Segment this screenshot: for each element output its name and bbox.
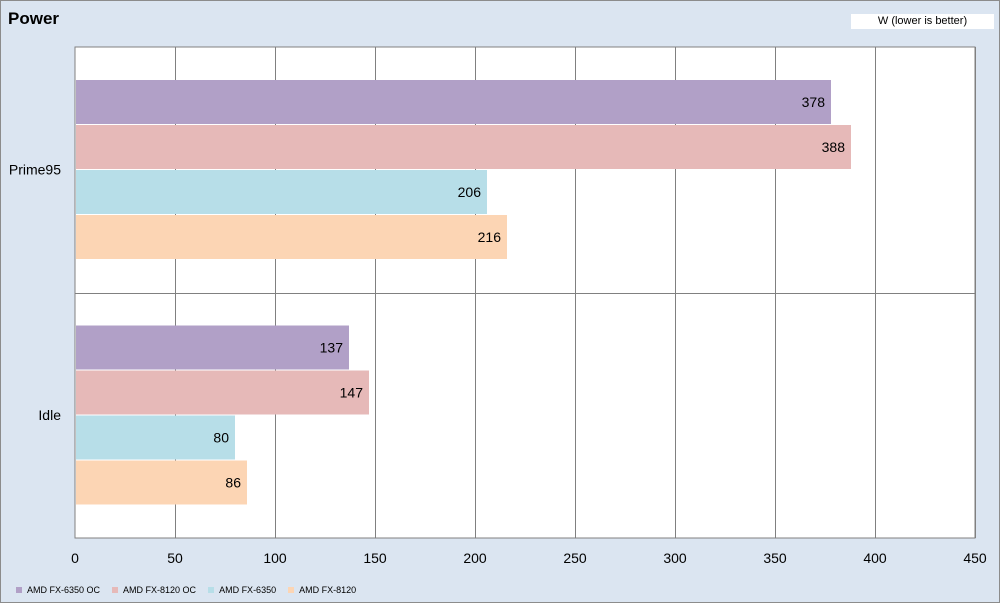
legend-item: AMD FX-6350 — [208, 585, 276, 595]
data-label: 206 — [458, 184, 482, 200]
legend-item: AMD FX-8120 OC — [112, 585, 196, 595]
x-tick-label: 250 — [563, 550, 587, 566]
bar-idle-amd-fx-6350 — [76, 415, 235, 460]
data-label: 80 — [213, 430, 229, 446]
data-label: 378 — [802, 94, 826, 110]
legend-swatch — [112, 587, 119, 593]
bar-prime95-amd-fx-6350-oc — [76, 80, 831, 124]
legend-swatch — [288, 587, 295, 593]
x-tick-label: 150 — [363, 550, 387, 566]
bar-prime95-amd-fx-8120-oc — [76, 125, 851, 169]
legend-item: AMD FX-6350 OC — [16, 585, 100, 595]
x-tick-label: 200 — [463, 550, 487, 566]
legend-swatch — [16, 587, 22, 593]
legend-label: AMD FX-8120 OC — [123, 585, 197, 595]
legend-label: AMD FX-6350 OC — [27, 585, 101, 595]
bar-prime95-amd-fx-6350 — [76, 170, 487, 214]
legend-swatch — [208, 587, 215, 593]
legend-label: AMD FX-6350 — [219, 585, 277, 595]
data-label: 147 — [340, 385, 364, 401]
chart-legend: AMD FX-6350 OC AMD FX-8120 OC AMD FX-6350 A… — [16, 583, 368, 597]
x-tick-label: 350 — [763, 550, 787, 566]
x-tick-label: 0 — [71, 550, 79, 566]
legend-item: AMD FX-8120 — [288, 585, 356, 595]
bar-idle-amd-fx-6350-oc — [76, 325, 349, 370]
category-label: Prime95 — [9, 162, 61, 178]
bar-idle-amd-fx-8120 — [76, 460, 247, 505]
data-label: 137 — [320, 340, 344, 356]
unit-label: W (lower is better) — [851, 14, 994, 29]
x-tick-label: 100 — [263, 550, 287, 566]
x-tick-label: 300 — [663, 550, 687, 566]
bar-prime95-amd-fx-8120 — [76, 215, 507, 259]
data-label: 216 — [478, 229, 502, 245]
chart-title: Power — [8, 9, 60, 28]
data-label: 86 — [225, 475, 241, 491]
x-tick-label: 400 — [863, 550, 887, 566]
x-tick-label: 50 — [167, 550, 183, 566]
data-label: 388 — [822, 139, 846, 155]
bar-idle-amd-fx-8120-oc — [76, 370, 369, 415]
x-tick-label: 450 — [963, 550, 987, 566]
legend-label: AMD FX-8120 — [299, 585, 357, 595]
category-label: Idle — [38, 407, 61, 423]
